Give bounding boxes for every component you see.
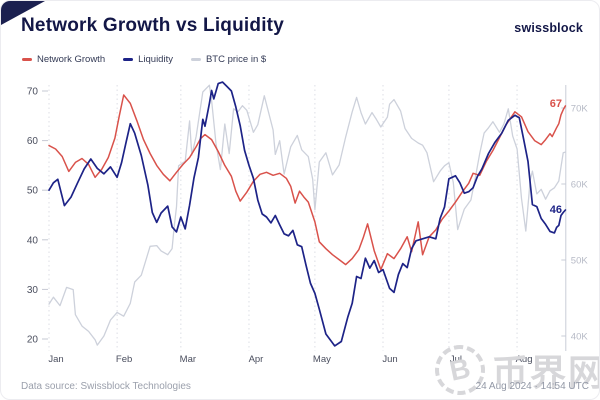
svg-text:40K: 40K bbox=[571, 332, 589, 343]
series-Network Growth bbox=[48, 94, 567, 271]
svg-text:Mar: Mar bbox=[180, 354, 196, 365]
legend-item-liquidity: Liquidity bbox=[123, 54, 173, 65]
x-axis-labels: Jan Feb Mar Apr May Jun Jul Aug bbox=[48, 354, 532, 365]
liquidity-end-value: 46 bbox=[549, 204, 562, 216]
watermark-text: 币界网 bbox=[492, 352, 600, 393]
series-Liquidity bbox=[48, 81, 567, 347]
timestamp-label: 24 Aug 2024 · 14:54 UTC bbox=[475, 381, 589, 392]
right-axis: 70K 60K 50K 40K bbox=[561, 85, 588, 351]
svg-text:May: May bbox=[313, 354, 331, 365]
svg-text:60: 60 bbox=[27, 136, 39, 147]
svg-text:Jul: Jul bbox=[450, 354, 462, 365]
svg-text:70K: 70K bbox=[571, 104, 589, 115]
liquidity-swatch-icon bbox=[123, 58, 134, 61]
svg-text:60K: 60K bbox=[571, 180, 589, 191]
left-axis: 70 60 50 40 30 20 bbox=[27, 87, 48, 346]
svg-text:40: 40 bbox=[27, 235, 39, 246]
svg-text:Feb: Feb bbox=[116, 354, 132, 365]
header: Network Growth vs Liquidity swissblock bbox=[21, 15, 583, 37]
svg-text:30: 30 bbox=[27, 285, 39, 296]
legend-label: Liquidity bbox=[138, 54, 173, 65]
gridlines bbox=[48, 85, 518, 351]
legend-item-btc-price: BTC price in $ bbox=[190, 54, 267, 65]
legend-label: Network Growth bbox=[37, 54, 106, 65]
svg-text:Apr: Apr bbox=[249, 354, 264, 365]
legend: Network Growth Liquidity BTC price in $ bbox=[22, 54, 266, 65]
legend-label: BTC price in $ bbox=[205, 54, 267, 65]
series-lines bbox=[48, 81, 567, 347]
legend-item-network-growth: Network Growth bbox=[22, 54, 105, 65]
network-growth-end-value: 67 bbox=[549, 98, 562, 110]
svg-text:50: 50 bbox=[27, 186, 39, 197]
svg-text:Jun: Jun bbox=[382, 354, 397, 365]
data-source-label: Data source: Swissblock Technologies bbox=[21, 381, 191, 392]
corner-ribbon bbox=[1, 1, 45, 25]
brand-logo: swissblock bbox=[514, 21, 583, 35]
network-growth-swatch-icon bbox=[22, 58, 32, 61]
series-BTC price in $ bbox=[48, 84, 567, 346]
svg-text:Jan: Jan bbox=[48, 354, 63, 365]
page-title: Network Growth vs Liquidity bbox=[21, 15, 284, 36]
svg-text:50K: 50K bbox=[571, 256, 589, 267]
svg-text:Aug: Aug bbox=[516, 354, 533, 365]
svg-text:20: 20 bbox=[27, 335, 39, 346]
watermark: B 币界网 bbox=[430, 340, 600, 399]
svg-text:70: 70 bbox=[27, 87, 39, 98]
btc-price-swatch-icon bbox=[190, 58, 201, 61]
footer: Data source: Swissblock Technologies 24 … bbox=[21, 381, 589, 392]
